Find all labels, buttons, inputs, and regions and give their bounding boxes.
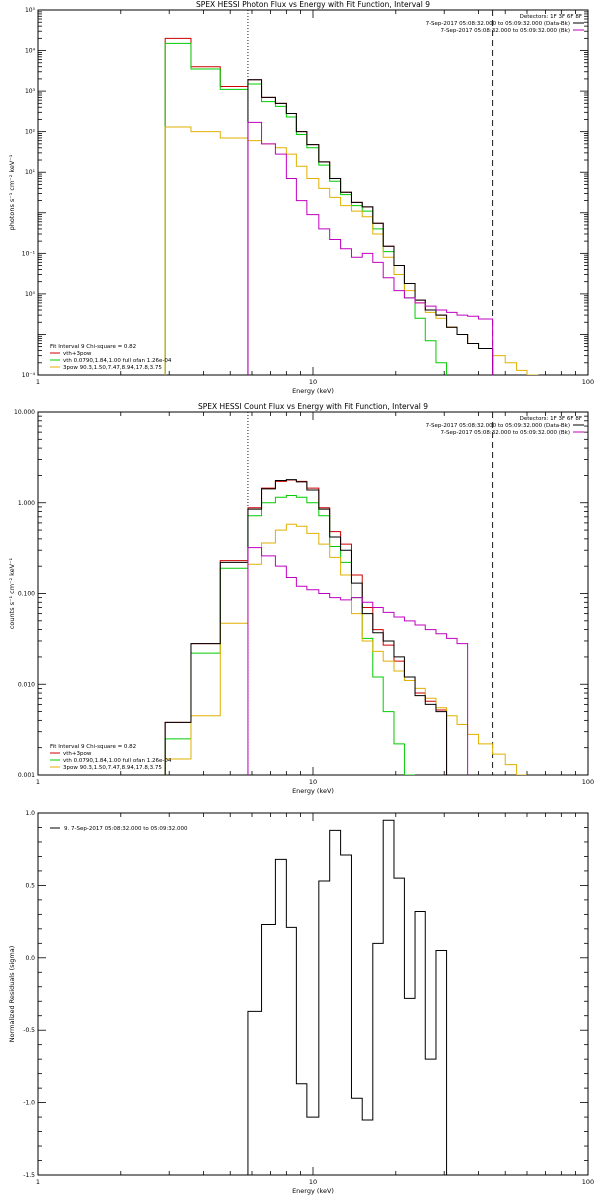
x-axis-label: Energy (keV) — [292, 387, 334, 395]
y-tick-label: 10⁴ — [25, 48, 36, 55]
plot-frame — [37, 9, 589, 376]
x-tick-label: 100 — [582, 1178, 594, 1186]
y-tick-label: 10¹ — [25, 169, 36, 176]
legend-topright-item: 7-Sep-2017 05:08:32.000 to 05:09:32.000 … — [441, 28, 571, 34]
chart-panel-2: SPEX HESSI Count Flux vs Energy with Fit… — [8, 402, 594, 795]
y-tick-label: 0.100 — [18, 591, 35, 598]
series-bk — [247, 121, 494, 375]
legend-topright-item: 7-Sep-2017 05:08:32.000 to 05:09:32.000 … — [426, 423, 570, 429]
y-axis-label: Normalized Residuals (sigma) — [8, 946, 16, 1043]
legend-bottomleft-item: vth 0.0790,1.84,1.00 full ofan 1.26e-04 — [63, 358, 172, 364]
y-tick-label: 10² — [25, 129, 36, 136]
x-tick-label: 10 — [309, 778, 317, 786]
y-tick-label: 10⁵ — [25, 7, 36, 14]
plot-frame — [37, 812, 589, 1176]
legend-bottomleft-item: vth+3pow — [63, 351, 92, 357]
chart-title: SPEX HESSI Count Flux vs Energy with Fit… — [198, 402, 428, 411]
series-vth-3pow — [164, 37, 494, 375]
x-tick-label: 1 — [36, 778, 40, 786]
x-tick-label: 100 — [582, 778, 594, 786]
legend-topright-item: 7-Sep-2017 05:08:32.000 to 05:09:32.000 … — [426, 21, 570, 27]
legend-bottomleft-item: vth+3pow — [63, 751, 92, 757]
chart-panel-3: 1 10 100 Energy (keV) -1.5 -1.0 -0.5 0.0 0.5 1.0 N… — [8, 810, 594, 1195]
plot-area — [164, 10, 539, 375]
y-tick-label: 10³ — [25, 88, 36, 95]
x-tick-label: 100 — [582, 378, 594, 386]
y-tick-label: 10⁰ — [25, 291, 36, 298]
plot-frame — [37, 411, 589, 776]
series-bk — [247, 547, 469, 775]
x-tick-label: 1 — [36, 1178, 40, 1186]
series-vth-3pow — [164, 479, 448, 775]
y-tick-label: 10⁻¹ — [22, 250, 36, 257]
chart-title: SPEX HESSI Photon Flux vs Energy with Fi… — [196, 0, 430, 9]
legend-bottomleft-header: Fit Interval 9 Chi-square = 0.82 — [50, 744, 136, 750]
y-tick-label: 10.000 — [14, 409, 35, 416]
series-data-bk — [247, 79, 494, 375]
series-data-bk — [164, 479, 448, 775]
legend-bottomleft-item: 3pow 90.3,1.50,7.47,8.94,17.8,3.75 — [63, 365, 162, 371]
legend-topright-item: Detectors: 1F 3F 6F 8F — [520, 14, 582, 20]
y-tick-label: -1.0 — [23, 1100, 35, 1107]
y-tick-label: 0.5 — [25, 882, 35, 889]
legend-topleft-item: 9. 7-Sep-2017 05:08:32.000 to 05:09:32.0… — [64, 826, 188, 832]
y-tick-label: 1.0 — [25, 810, 35, 817]
y-tick-label: 0.0 — [25, 955, 35, 962]
plot-area — [247, 819, 458, 1175]
y-axis-label: counts s⁻¹ cm⁻² keV⁻¹ — [8, 557, 16, 629]
series-residuals — [247, 819, 458, 1175]
chart-panel-1: SPEX HESSI Photon Flux vs Energy with Fi… — [8, 0, 594, 395]
plot-area — [164, 412, 527, 775]
legend-bottomleft-header: Fit Interval 9 Chi-square = 0.82 — [50, 344, 136, 350]
y-tick-label: -1.5 — [23, 1172, 35, 1179]
legend-topright-item: Detectors: 1F 3F 6F 8F — [520, 416, 582, 422]
x-tick-label: 10 — [309, 1178, 317, 1186]
y-tick-label: 0.001 — [18, 772, 35, 779]
series-vth — [164, 495, 416, 775]
legend-topright-item: 7-Sep-2017 05:08:32.000 to 05:09:32.000 … — [441, 430, 571, 436]
x-tick-label: 10 — [309, 378, 317, 386]
series-vth — [164, 42, 448, 375]
x-tick-label: 1 — [36, 378, 40, 386]
y-tick-label: 1.000 — [18, 500, 35, 507]
y-tick-label: -0.5 — [23, 1027, 35, 1034]
x-axis-label: Energy (keV) — [292, 1187, 334, 1195]
y-axis-label: photons s⁻¹ cm⁻² keV⁻¹ — [8, 154, 16, 230]
legend-bottomleft-item: vth 0.0790,1.84,1.00 full ofan 1.26e-04 — [63, 758, 172, 764]
series-3pow — [164, 523, 527, 775]
legend-bottomleft-item: 3pow 90.3,1.50,7.47,8.94,17.8,3.75 — [63, 765, 162, 771]
x-axis-label: Energy (keV) — [292, 787, 334, 795]
y-tick-label: 10⁻⁴ — [22, 372, 36, 379]
y-tick-label: 0.010 — [18, 681, 35, 688]
